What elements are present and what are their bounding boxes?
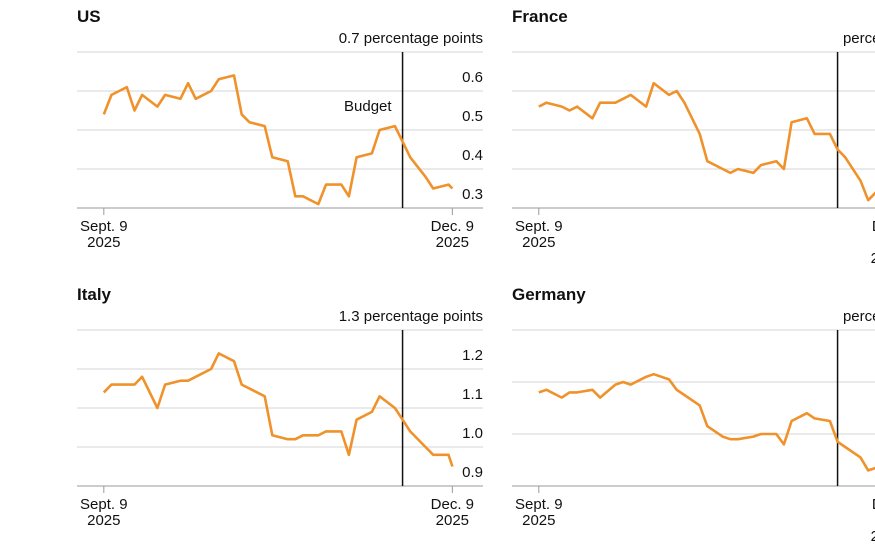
y-tick-label: 0.9 — [462, 464, 483, 481]
x-tick-label: Sept. 9 2025 — [515, 218, 563, 251]
x-tick-label: Dec. 9 2025 — [870, 219, 875, 267]
data-line — [538, 81, 875, 202]
y-tick-label: 1.2 — [462, 347, 483, 364]
y-tick-label: 1.0 — [462, 425, 483, 442]
panel-title: Italy — [77, 285, 112, 304]
panel-title: Germany — [512, 285, 586, 304]
y-tick-label: 1.1 — [462, 386, 483, 403]
x-tick-label: Sept. 9 2025 — [80, 496, 128, 529]
x-tick-label: Sept. 9 2025 — [515, 496, 563, 529]
x-tick-label: Dec. 9 2025 — [870, 497, 875, 545]
y-tick-label: 0.3 — [462, 186, 483, 203]
x-tick-label: Dec. 9 2025 — [430, 218, 475, 251]
y-tick-label: 0.7 percentage points — [338, 30, 483, 47]
x-tick-label: Sept. 9 2025 — [80, 218, 128, 251]
data-line — [102, 74, 454, 206]
y-tick-label: 2.2 percentage points — [842, 308, 875, 325]
y-tick-label: 1.3 percentage points — [338, 308, 483, 325]
y-tick-label: 0.4 — [462, 147, 483, 164]
y-tick-label: 0.5 — [462, 108, 483, 125]
y-tick-label: 1.3 percentage points — [842, 30, 875, 47]
data-line — [102, 352, 454, 467]
x-tick-label: Dec. 9 2025 — [430, 496, 475, 529]
panel-title: France — [512, 7, 568, 26]
y-tick-label: 0.6 — [462, 69, 483, 86]
panel-title: US — [77, 7, 101, 26]
data-line — [538, 372, 875, 472]
event-label: Budget — [344, 98, 392, 115]
